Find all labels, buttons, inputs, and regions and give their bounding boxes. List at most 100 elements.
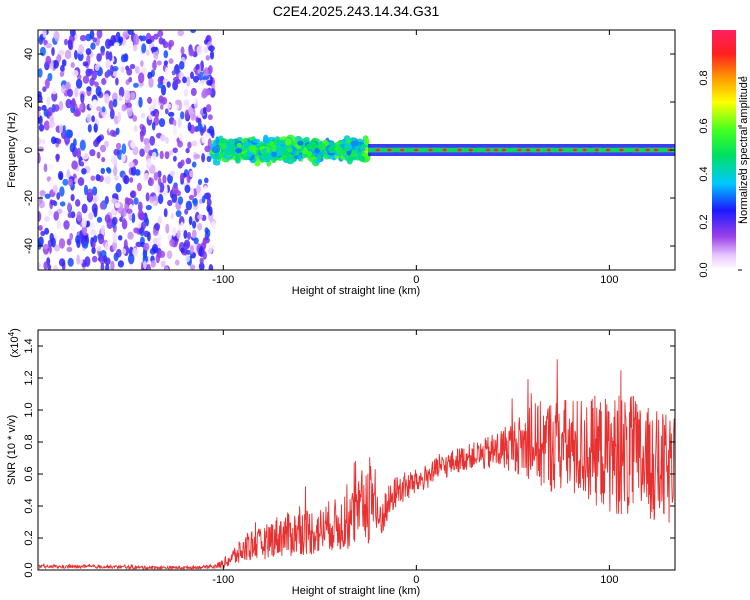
spectrogram-cell: [168, 42, 172, 51]
spectrogram-cell: [180, 111, 185, 120]
spectrogram-cell: [90, 229, 97, 236]
spectrogram-cell: [183, 229, 188, 239]
spectrogram-cell: [142, 254, 148, 264]
spectrogram-cell: [52, 59, 59, 69]
spectrogram-cell: [180, 221, 185, 231]
spectrogram-cell: [42, 86, 47, 92]
spectrogram-cell: [141, 43, 147, 54]
spectrogram-cell: [57, 170, 64, 180]
spectrogram-peak: [667, 148, 672, 152]
spectrogram-cell: [61, 59, 67, 67]
spectrogram-cell: [94, 64, 100, 71]
spectrogram-peak: [485, 148, 491, 152]
spectrogram-cell: [314, 147, 320, 154]
snr-y-tick-label: 1.4: [23, 338, 35, 353]
spectrogram-cell: [71, 224, 77, 232]
spectrogram-cell: [167, 199, 173, 207]
spectrogram-cell: [207, 244, 213, 255]
spectrogram-cell: [146, 158, 152, 168]
spectrogram-cell: [69, 232, 74, 241]
spectrogram-cell: [186, 76, 191, 87]
snr-scale-exp: 4: [7, 331, 16, 336]
spectrogram-cell: [168, 150, 174, 156]
spectrogram-cell: [205, 55, 210, 61]
spectrogram-cell: [360, 143, 366, 152]
spectrogram-cell: [69, 142, 76, 153]
spectrogram-cell: [188, 194, 194, 201]
spectrogram-cell: [344, 145, 349, 152]
snr-y-axis: 0.0 0.2 0.4 0.6 0.8 1.0 1.2 1.4: [23, 338, 675, 578]
spectrogram-cell: [129, 63, 136, 70]
figure-title: C2E4.2025.243.14.34.G31: [273, 3, 440, 19]
spectrogram-cell: [115, 77, 119, 86]
spectrogram-cell: [220, 143, 228, 150]
spectrogram-cell: [169, 170, 176, 177]
spectrogram-cell: [46, 96, 51, 106]
spectrogram-cell: [47, 264, 52, 270]
spectrogram-cell: [65, 129, 72, 139]
spectrogram-cell: [82, 75, 90, 84]
spectrogram-cell: [70, 194, 75, 202]
spectrogram-cell: [96, 30, 103, 39]
spectrogram-cell: [44, 193, 51, 199]
spectrogram-cell: [56, 138, 62, 145]
spectrogram-cell: [86, 113, 92, 123]
spectrogram-cell: [115, 127, 120, 135]
spectrogram-cell: [39, 190, 46, 197]
spectrogram-cell: [74, 177, 79, 184]
spectrogram-cell: [96, 135, 102, 143]
spectrogram-cell: [112, 98, 118, 108]
spectrogram-cell: [127, 30, 134, 35]
spectrogram-cell: [131, 212, 136, 224]
spectrogram-cell: [38, 262, 41, 270]
spectrogram-cell: [190, 113, 197, 121]
spectrogram-cell: [75, 78, 83, 89]
spectrogram-peak: [572, 148, 578, 152]
spectrogram-cell: [164, 67, 169, 77]
spectrogram-cell: [143, 242, 150, 251]
spectrogram-y-tick-label: -20: [23, 190, 35, 206]
spectrogram-cell: [87, 124, 92, 133]
spectrogram-cell: [129, 190, 136, 198]
spectrogram-cell: [132, 115, 138, 122]
spectrogram-cell: [266, 146, 271, 154]
spectrogram-cell: [38, 196, 43, 204]
spectrogram-y-tick-label: 40: [23, 48, 35, 60]
colorbar-tick-label: 0.2: [698, 214, 710, 229]
snr-y-tick-label: 0.6: [23, 466, 35, 481]
spectrogram-cell: [275, 147, 285, 154]
spectrogram-cell: [76, 132, 81, 138]
spectrogram-cell: [79, 103, 84, 111]
spectrogram-cell: [101, 78, 107, 85]
spectrogram-peak: [546, 148, 551, 152]
spectrogram-cell: [119, 217, 123, 222]
spectrogram-cell: [38, 146, 45, 152]
spectrogram-cell: [65, 82, 70, 91]
spectrogram-cell: [84, 256, 91, 267]
spectrogram-cell: [130, 92, 136, 100]
spectrogram-cell: [118, 86, 125, 98]
spectrogram-cell: [124, 197, 130, 205]
colorbar-gradient: [712, 30, 736, 270]
spectrogram-cell: [43, 261, 48, 270]
spectrogram-cell: [166, 250, 173, 259]
snr-y-tick-label: 0.0: [23, 562, 35, 577]
spectrogram-cell: [260, 153, 270, 158]
spectrogram-cell: [126, 68, 133, 76]
spectrogram-cell: [190, 30, 197, 34]
spectrogram-cell: [136, 220, 142, 229]
spectrogram-cell: [262, 134, 269, 143]
spectrogram-cell: [74, 49, 78, 60]
spectrogram-cell: [163, 208, 168, 218]
spectrogram-cell: [314, 159, 321, 164]
spectrogram-cell: [177, 117, 182, 128]
spectrogram-cell: [62, 178, 69, 186]
spectrogram-x-tick-label: -100: [212, 274, 234, 286]
spectrogram-cell: [105, 263, 110, 270]
spectrogram-cell: [187, 231, 191, 240]
snr-x-tick-label: 0: [413, 574, 419, 586]
spectrogram-cell: [201, 135, 207, 144]
spectrogram-cell: [91, 115, 95, 123]
spectrogram-cell: [81, 168, 87, 175]
spectrogram-cell: [271, 151, 277, 157]
